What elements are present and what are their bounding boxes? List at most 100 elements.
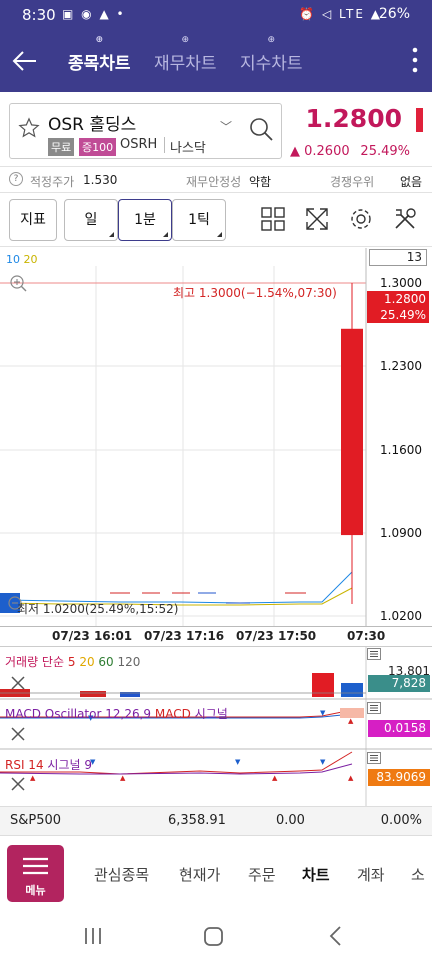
back-arrow-icon[interactable] — [8, 44, 42, 78]
notification-icons: ▣ ◉ ▲ • — [62, 7, 126, 21]
volume-panel-title: 거래량 단순 5 20 60 120 — [5, 655, 141, 669]
settings-gear-icon[interactable] — [349, 207, 373, 231]
tab-dot-icon: ⊕ — [181, 35, 190, 45]
nav-more[interactable]: 소 — [411, 866, 425, 884]
stability-value: 약함 — [249, 175, 272, 189]
rsi-panel-title: RSI 14 시그널 9 — [5, 758, 92, 772]
y-tick-label: 1.0900 — [380, 526, 422, 540]
system-nav-bar — [0, 912, 432, 963]
time-label: 07/23 17:16 — [144, 629, 225, 643]
macd-value-tag: 0.0158 — [368, 720, 430, 737]
menu-label: 메뉴 — [25, 884, 46, 897]
axis-count-box[interactable]: 13 — [369, 249, 427, 266]
system-icons: ⏰ ◁ LTE ▲ — [299, 7, 382, 21]
fair-price-label: 적정주가 — [30, 175, 75, 189]
chart-toolbar: 지표 일 1분 1틱 — [0, 193, 432, 247]
nav-account[interactable]: 계좌 — [357, 866, 385, 884]
nav-order[interactable]: 주문 — [248, 866, 276, 884]
rsi-marker: ▲ — [120, 774, 126, 782]
volume-bar — [120, 692, 140, 697]
free-badge: 무료 — [48, 138, 75, 156]
back-icon[interactable] — [329, 926, 341, 946]
chevron-down-icon[interactable]: ﹀ — [220, 120, 233, 134]
macd-histogram — [340, 708, 364, 718]
index-change: 0.00 — [276, 813, 305, 828]
tools-icon[interactable] — [393, 207, 417, 231]
volume-panel[interactable] — [0, 647, 432, 700]
y-tick-label: 1.0200 — [380, 609, 422, 623]
y-tick-label: 1.1600 — [380, 443, 422, 457]
rank-value: 없음 — [400, 175, 423, 189]
star-icon[interactable] — [18, 117, 40, 139]
nav-watchlist[interactable]: 관심종목 — [94, 866, 150, 884]
nav-chart[interactable]: 차트 — [302, 866, 330, 884]
fair-price-value: 1.530 — [83, 173, 118, 187]
macd-signal-line — [0, 713, 353, 719]
help-icon[interactable]: ? — [9, 172, 23, 186]
period-day-button[interactable]: 일 — [64, 199, 118, 241]
close-icon[interactable] — [10, 776, 26, 792]
stock-code: OSRH — [120, 137, 158, 152]
volume-bar — [341, 683, 363, 697]
period-tick-button[interactable]: 1틱 — [172, 199, 226, 241]
bottom-nav: 메뉴 관심종목 현재가 주문 차트 계좌 소 — [0, 836, 432, 912]
left-volume-block — [0, 593, 20, 613]
ma-10-line — [4, 571, 353, 604]
tab-index-chart[interactable]: ⊕ 지수차트 — [240, 35, 303, 74]
rsi-marker: ▼ — [235, 758, 241, 766]
index-value: 6,358.91 — [168, 813, 226, 828]
macd-marker: ▼ — [88, 714, 94, 722]
rsi-marker: ▼ — [90, 758, 96, 766]
grid-layout-icon[interactable] — [261, 207, 285, 231]
panel-menu-icon[interactable] — [367, 702, 381, 714]
volume-bar — [80, 691, 106, 697]
volume-value-tag: 7,828 — [368, 675, 430, 692]
y-tick-label: 1.2300 — [380, 359, 422, 373]
more-vert-icon[interactable] — [412, 46, 418, 76]
nav-quote[interactable]: 현재가 — [179, 866, 221, 884]
tab-financial-chart[interactable]: ⊕ 재무차트 — [154, 35, 217, 74]
recent-apps-icon[interactable] — [85, 928, 101, 944]
status-bar: 8:30 ▣ ◉ ▲ • ⏰ ◁ LTE ▲ 26% — [0, 0, 432, 32]
fullscreen-icon[interactable] — [305, 207, 329, 231]
time-axis: 07/23 16:01 07/23 17:16 07/23 17:50 07:3… — [0, 626, 432, 647]
close-icon[interactable] — [10, 726, 26, 742]
close-icon[interactable] — [10, 675, 26, 691]
tab-stock-chart[interactable]: ⊕ 종목차트 — [68, 35, 131, 74]
rsi-marker: ▲ — [30, 774, 36, 782]
macd-panel[interactable]: ▼ ▼ ▲ — [0, 700, 432, 750]
menu-button[interactable]: 메뉴 — [7, 845, 64, 902]
price-change: ▲ 0.2600 — [290, 144, 350, 159]
stock-exchange: 나스닥 — [170, 141, 206, 156]
rank-label: 경쟁우위 — [330, 175, 375, 189]
search-icon[interactable] — [248, 116, 274, 142]
top-nav-bar: ⊕ 종목차트 ⊕ 재무차트 ⊕ 지수차트 — [0, 32, 432, 92]
index-pct: 0.00% — [380, 813, 422, 828]
panel-menu-icon[interactable] — [367, 752, 381, 764]
price-change-pct: 25.49% — [360, 144, 410, 159]
period-min-button[interactable]: 1분 — [118, 199, 172, 241]
price-chart[interactable] — [0, 248, 432, 626]
panel-menu-icon[interactable] — [367, 648, 381, 660]
time-label: 07/23 16:01 — [52, 629, 133, 643]
rsi-panel[interactable]: ▼ ▼ ▼ ▲ ▲ ▲ ▲ — [0, 750, 432, 806]
index-ticker-bar[interactable]: S&P500 6,358.91 0.00 0.00% — [0, 806, 432, 836]
stock-selector[interactable]: OSR 홀딩스 ﹀ 무료 증100 OSRH 나스닥 — [9, 103, 282, 159]
tab-dot-icon: ⊕ — [267, 35, 276, 45]
rsi-line — [0, 751, 353, 775]
current-pct-tag: 25.49% — [367, 307, 429, 323]
rsi-signal-line — [0, 763, 353, 775]
margin-badge: 증100 — [79, 138, 117, 156]
macd-marker: ▲ — [348, 717, 354, 725]
last-candle-body — [341, 328, 363, 536]
rsi-marker: ▲ — [348, 774, 354, 782]
current-price-tag: 1.2800 — [367, 291, 429, 307]
rsi-marker: ▼ — [320, 758, 326, 766]
indicator-button[interactable]: 지표 — [9, 199, 57, 241]
home-icon[interactable] — [204, 927, 223, 946]
macd-marker: ▼ — [320, 709, 326, 717]
stock-name: OSR 홀딩스 — [48, 115, 137, 135]
zoom-in-icon — [10, 275, 27, 292]
network-label: LTE — [339, 7, 365, 21]
rsi-value-tag: 83.9069 — [368, 769, 430, 786]
